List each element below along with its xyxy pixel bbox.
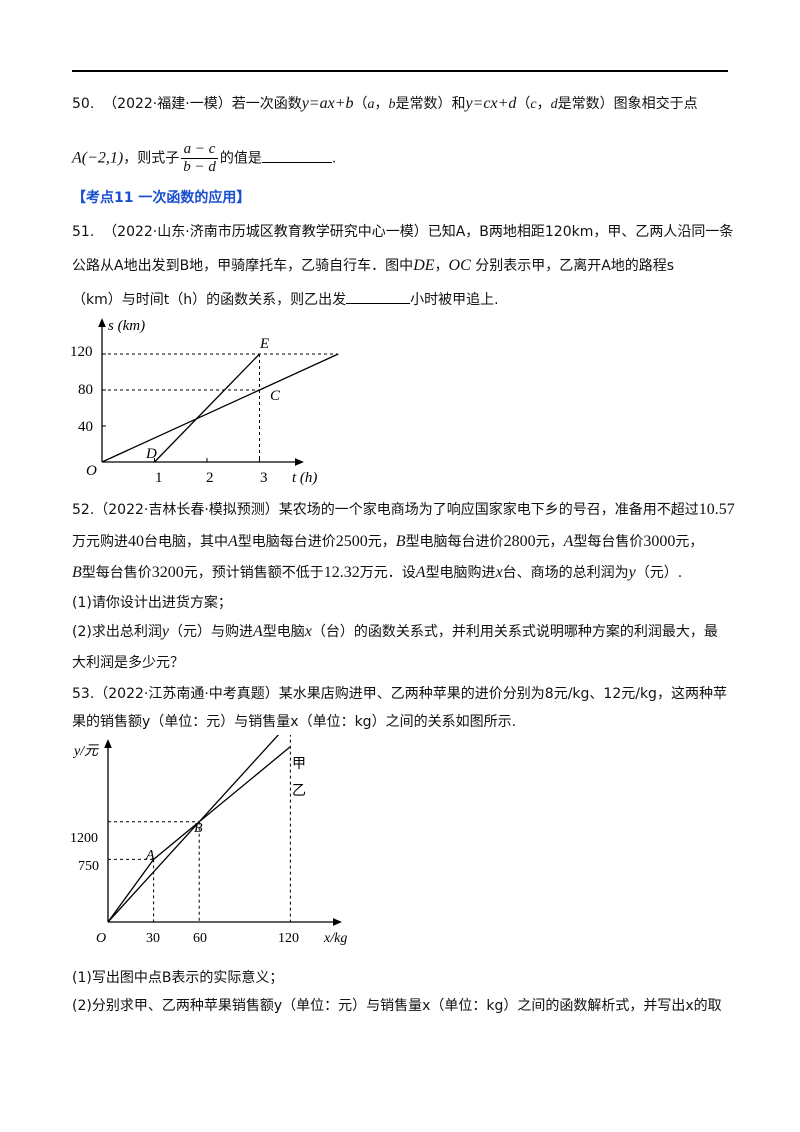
series-yi-label: 乙 xyxy=(292,783,306,799)
header-rule xyxy=(72,70,728,72)
question-number: 50. xyxy=(72,96,95,112)
q51-line-1: 51. （2022·山东·济南市历城区教育教学研究中心一模）已知A，B两地相距1… xyxy=(72,224,734,240)
question-number: 53. xyxy=(72,686,95,702)
origin-label: O xyxy=(96,931,106,946)
q53-part-1: (1)写出图中点B表示的实际意义； xyxy=(72,970,284,986)
section-heading: 【考点11 一次函数的应用】 xyxy=(72,190,251,206)
y-axis-label: y/元 xyxy=(72,744,99,759)
point-e-label: E xyxy=(259,336,269,352)
q51-line-3: （km）与时间t（h）的函数关系，则乙出发 小时被甲追上. xyxy=(72,289,732,310)
x-tick-60: 60 xyxy=(193,931,207,946)
q52-part-1: (1)请你设计出进货方案； xyxy=(72,595,232,611)
y-tick-40: 40 xyxy=(78,419,93,435)
series-line-乙 xyxy=(107,746,291,923)
function-1: y=ax+b xyxy=(301,95,354,112)
q53-line-2: 果的销售额y（单位：元）与销售量x（单位：kg）之间的关系如图所示. xyxy=(72,714,517,730)
answer-blank[interactable] xyxy=(261,148,332,163)
y-tick-750: 750 xyxy=(78,859,99,874)
q52-line-3: B型每台售价3200元，预计销售额不低于12.32万元．设A型电脑购进x台、商场… xyxy=(72,564,683,581)
x-tick-2: 2 xyxy=(206,470,214,485)
answer-blank[interactable] xyxy=(346,289,411,304)
x-tick-1: 1 xyxy=(155,470,163,485)
sales-chart: y/元 x/kg 1200 750 30 60 120 O A B 甲 乙 xyxy=(70,735,347,946)
series-line-DE xyxy=(154,353,260,463)
y-tick-80: 80 xyxy=(78,382,93,398)
x-axis-label: x/kg xyxy=(323,931,347,946)
x-axis-label: t (h) xyxy=(292,470,317,485)
question-source: （2022·吉林长春·模拟预测） xyxy=(94,502,279,518)
y-axis-label: s (km) xyxy=(108,318,145,334)
question-source: （2022·福建·一模） xyxy=(103,96,232,112)
question-number: 51. xyxy=(72,224,95,240)
point-d-label: D xyxy=(145,446,157,462)
point-b-label: B xyxy=(194,821,203,836)
point-a-label: A xyxy=(145,848,155,863)
q53-part-2: (2)分别求甲、乙两种苹果销售额y（单位：元）与销售量x（单位：kg）之间的函数… xyxy=(72,998,722,1014)
origin-label: O xyxy=(86,463,97,479)
q52-part-2: (2)求出总利润y（元）与购进A型电脑x（台）的函数关系式，并利用关系式说明哪种… xyxy=(72,623,718,640)
y-tick-1200: 1200 xyxy=(70,831,98,846)
q52-line-2: 万元购进40台电脑，其中A型电脑每台进价2500元，B型电脑每台进价2800元，… xyxy=(72,533,704,550)
q51-line-2: 公路从A地出发到B地，甲骑摩托车，乙骑自行车．图中DE，OC 分别表示甲，乙离开… xyxy=(72,257,675,274)
y-tick-120: 120 xyxy=(70,344,93,360)
q52-line-1: 52.（2022·吉林长春·模拟预测）某农场的一个家电商场为了响应国家家电下乡的… xyxy=(72,501,735,518)
x-tick-3: 3 xyxy=(260,470,268,485)
point-a: A(−2,1) xyxy=(72,149,124,167)
q53-line-1: 53.（2022·江苏南通·中考真题）某水果店购进甲、乙两种苹果的进价分别为8元… xyxy=(72,686,727,702)
distance-time-chart: s (km) t (h) 120 80 40 1 2 3 O E C D xyxy=(70,318,339,485)
series-jia-label: 甲 xyxy=(292,756,306,772)
series-line-OC xyxy=(101,353,339,463)
point-c-label: C xyxy=(270,388,281,404)
question-number: 52. xyxy=(72,502,95,518)
q50-line-1: 50. （2022·福建·一模）若一次函数y=ax+b（a，b是常数）和y=cx… xyxy=(72,95,698,112)
function-2: y=cx+d xyxy=(465,95,517,112)
question-source: （2022·江苏南通·中考真题） xyxy=(94,686,279,702)
question-source: （2022·山东·济南市历城区教育教学研究中心一模） xyxy=(103,224,428,240)
q52-part-2-cont: 大利润是多少元？ xyxy=(72,655,184,671)
x-tick-30: 30 xyxy=(146,931,160,946)
x-tick-120: 120 xyxy=(278,931,299,946)
